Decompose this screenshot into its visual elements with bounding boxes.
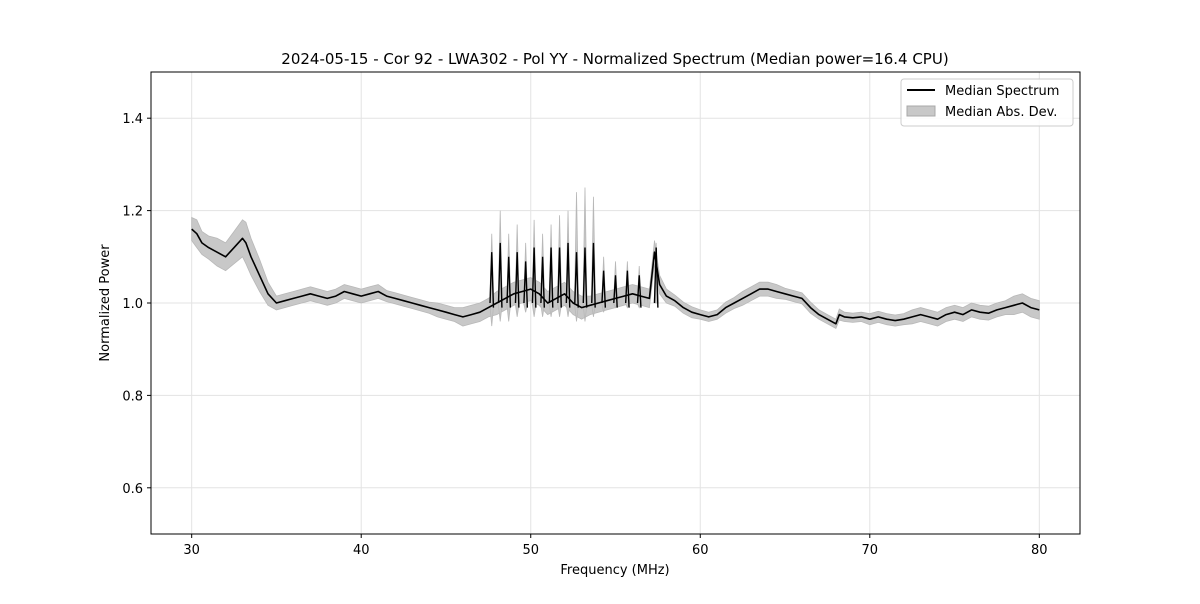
median-spike xyxy=(489,252,495,308)
legend-label-median-spectrum: Median Spectrum xyxy=(945,84,1059,99)
x-tick-label: 50 xyxy=(522,543,539,558)
y-tick-label: 0.6 xyxy=(122,482,143,497)
median-spike xyxy=(497,242,503,308)
median-spectrum-line xyxy=(191,228,1040,325)
x-axis-label: Frequency (MHz) xyxy=(560,563,669,578)
x-tick-label: 30 xyxy=(183,543,200,558)
y-tick-label: 1.2 xyxy=(122,205,143,220)
median-spike xyxy=(591,242,596,308)
x-tick-label: 60 xyxy=(692,543,709,558)
legend-fill-swatch xyxy=(906,105,936,117)
x-tick-label: 70 xyxy=(862,543,879,558)
y-tick-label: 1.0 xyxy=(122,297,143,312)
y-tick-label: 1.4 xyxy=(122,112,143,127)
median-spike xyxy=(601,270,607,308)
median-spike xyxy=(574,252,579,308)
median-spike xyxy=(613,275,618,308)
median-spike xyxy=(506,256,512,308)
y-tick-label: 0.8 xyxy=(122,389,143,404)
y-axis-label: Normalized Power xyxy=(98,244,113,362)
median-spike xyxy=(514,252,520,308)
x-tick-label: 80 xyxy=(1031,543,1048,558)
median-spike xyxy=(540,256,545,308)
median-spike xyxy=(565,242,571,308)
median-line-layer xyxy=(191,228,1040,325)
median-spike xyxy=(548,247,554,308)
median-spike xyxy=(636,275,642,308)
chart-title: 2024-05-15 - Cor 92 - LWA302 - Pol YY - … xyxy=(281,50,948,68)
legend-label-median-abs-dev: Median Abs. Dev. xyxy=(945,105,1057,120)
x-tick-label: 40 xyxy=(353,543,370,558)
legend: Median Spectrum Median Abs. Dev. xyxy=(900,78,1074,127)
median-spike xyxy=(624,270,630,308)
median-spike xyxy=(582,247,588,308)
median-spike xyxy=(531,247,537,308)
legend-box xyxy=(900,78,1074,127)
median-spike xyxy=(653,247,659,308)
axis-ticks: 30 40 50 60 70 80 0.6 0.8 1.0 1.2 1.4 xyxy=(122,112,1047,558)
median-spike xyxy=(523,261,529,308)
median-spike xyxy=(557,247,562,308)
